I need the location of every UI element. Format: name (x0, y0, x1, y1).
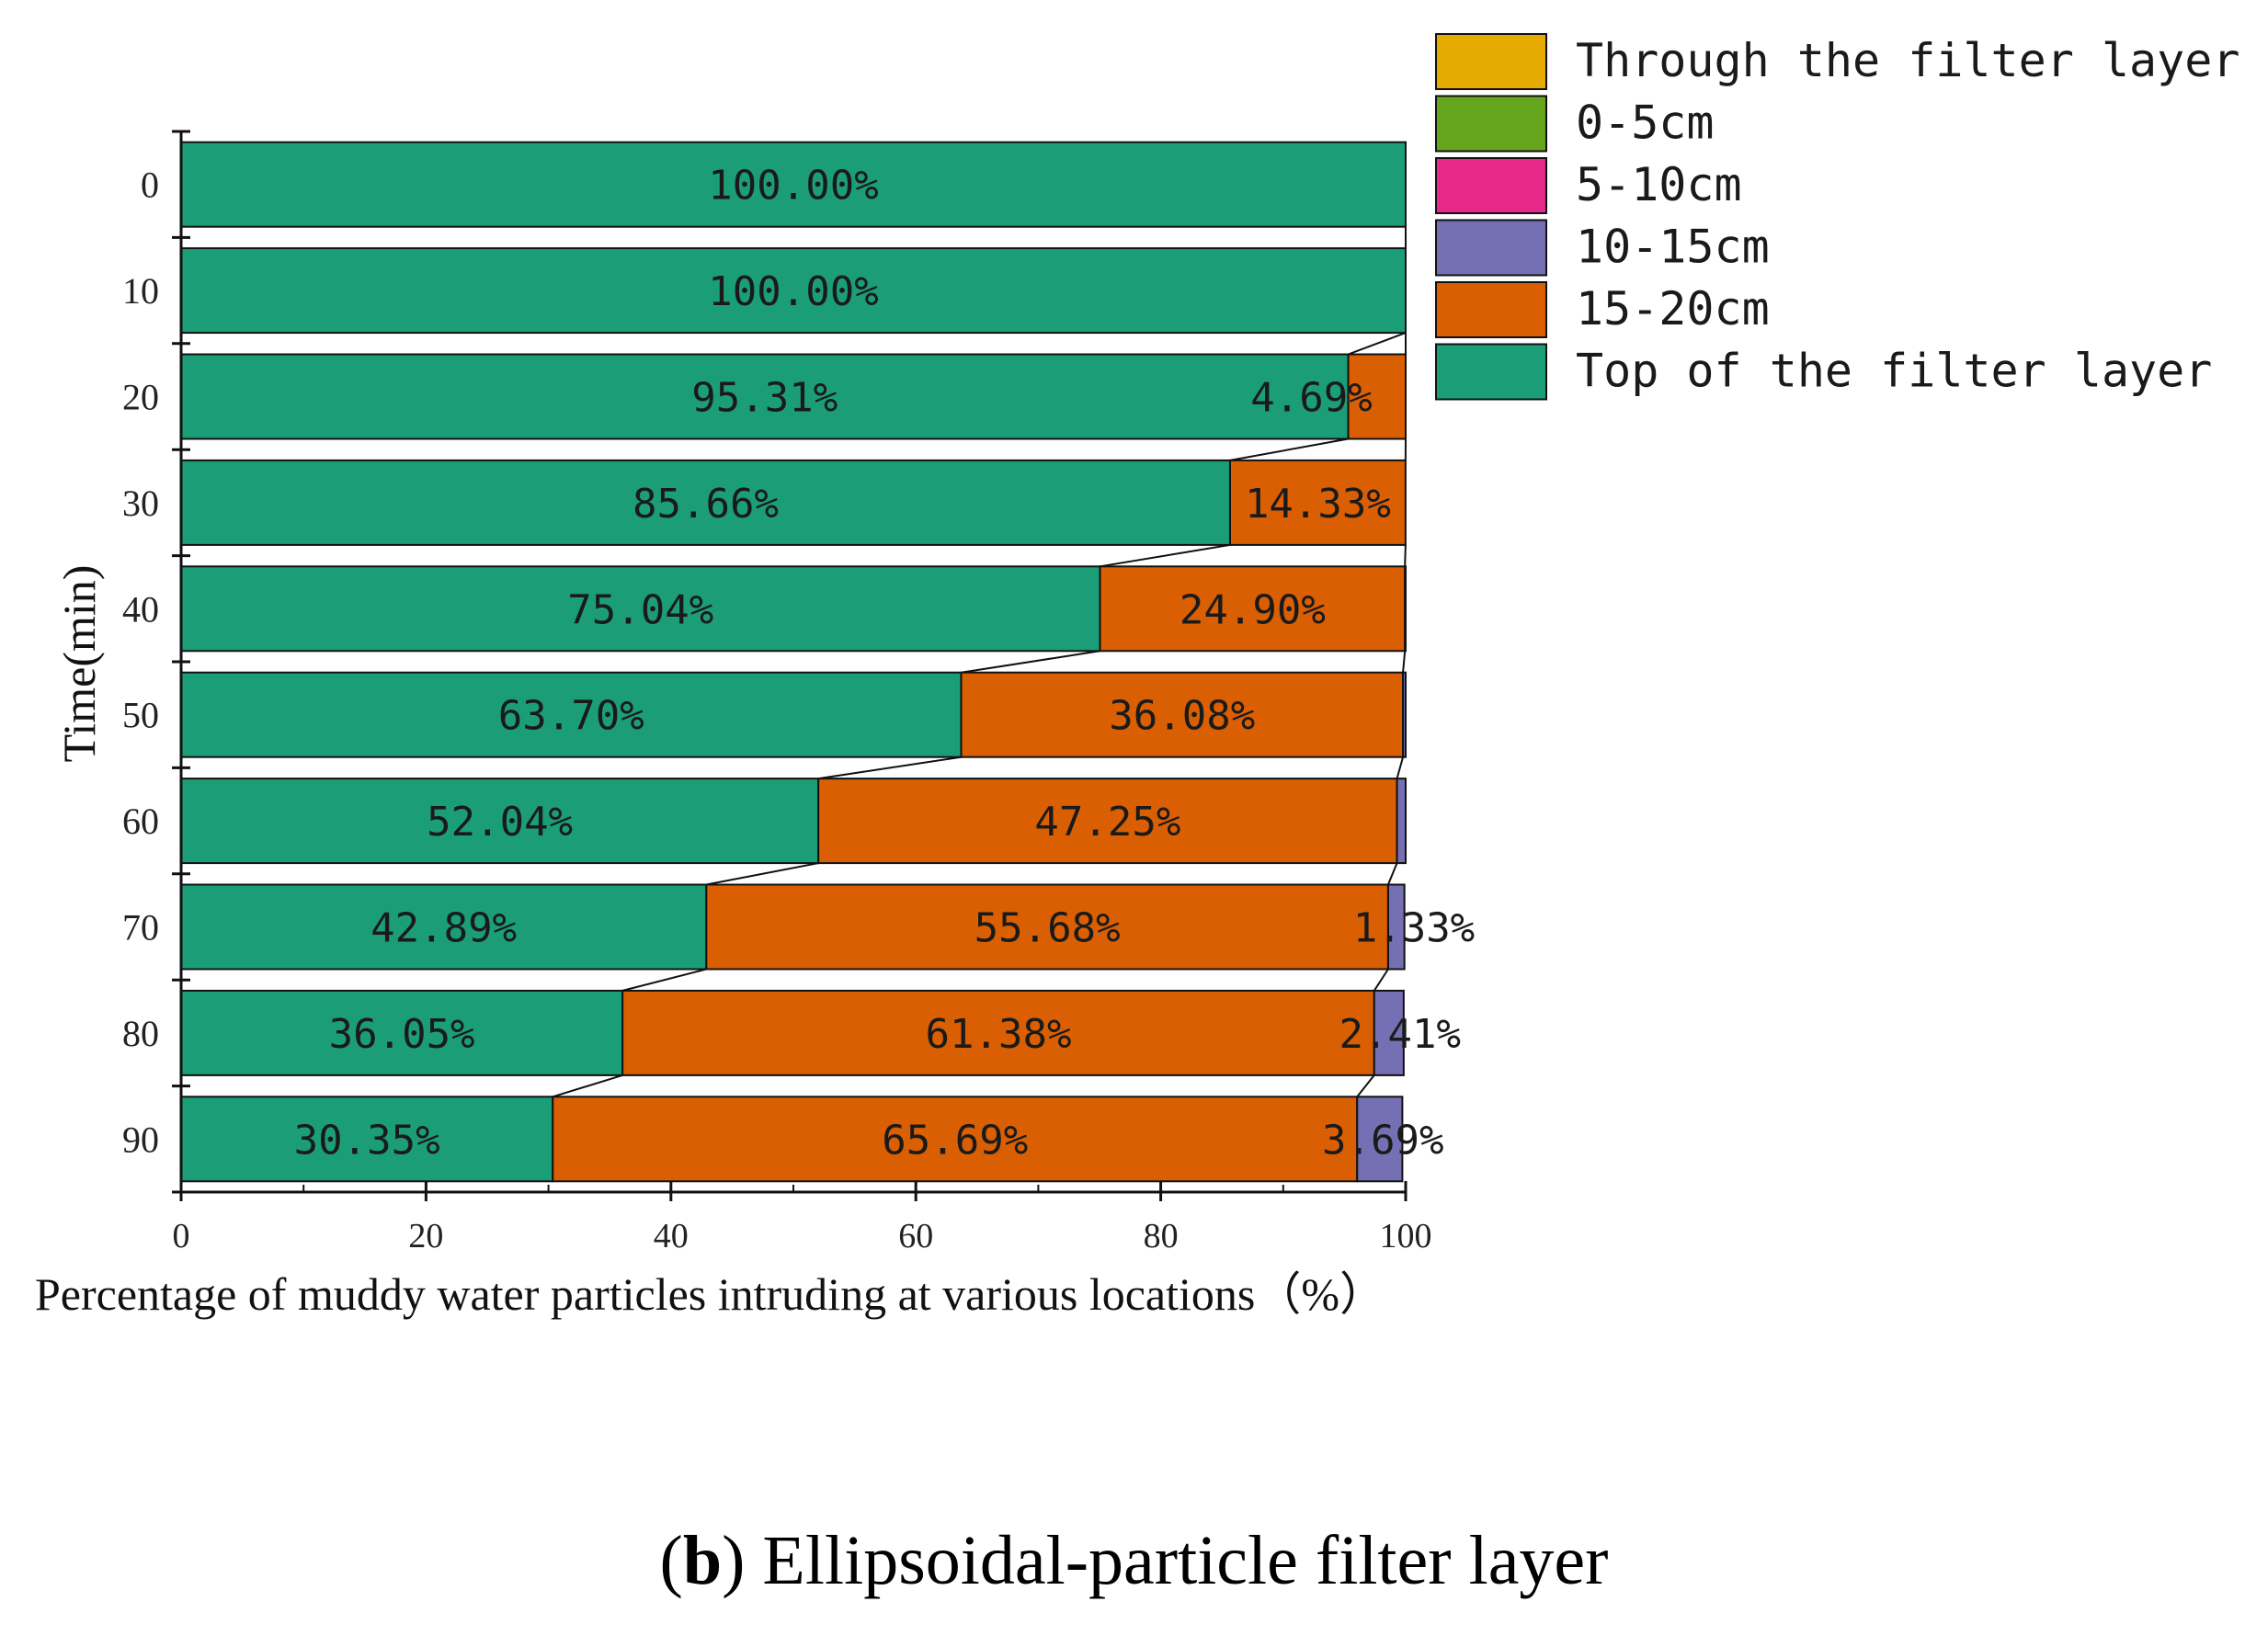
bar-segment (960, 671, 1405, 758)
connector-line (621, 968, 707, 992)
bar-segment (1386, 883, 1406, 971)
legend-label: 10-15cm (1576, 221, 1770, 274)
data-label: 36.05% (329, 1011, 475, 1058)
data-label: 2.41% (1339, 1011, 1461, 1058)
bar-segment (1099, 565, 1407, 653)
data-label: 24.90% (1180, 586, 1326, 633)
bar-segment (180, 565, 1101, 653)
data-label: 36.08% (1109, 693, 1255, 740)
bar-segment (180, 247, 1407, 335)
x-tick-label: 20 (408, 1217, 443, 1255)
connector-line (1387, 862, 1398, 885)
connector-line (1356, 1074, 1375, 1097)
bar-segment (1396, 778, 1408, 865)
data-label: 85.66% (633, 481, 779, 528)
bar-segment (621, 989, 1375, 1076)
data-label: 1.33% (1353, 905, 1475, 952)
bar-segment (1347, 353, 1407, 440)
legend-swatch (1435, 157, 1547, 214)
bar-segment (705, 883, 1389, 971)
data-label: 3.69% (1322, 1117, 1443, 1164)
data-label: 30.35% (294, 1117, 440, 1164)
bar-segment (1228, 459, 1407, 546)
y-tick-label: 0 (141, 165, 159, 206)
legend-swatch (1435, 33, 1547, 90)
bar-segment (180, 141, 1407, 228)
y-tick-label: 20 (122, 377, 159, 418)
connector-line (1402, 651, 1407, 673)
connector-line (552, 1073, 623, 1098)
x-tick-label: 80 (1144, 1217, 1179, 1255)
data-label: 100.00% (708, 268, 878, 315)
bar-segment (180, 353, 1350, 440)
x-tick-label: 40 (654, 1217, 689, 1255)
connector-line (1100, 543, 1231, 568)
legend-label: 0-5cm (1576, 97, 1715, 150)
bar-segment (1402, 671, 1407, 758)
connector-line (1396, 756, 1405, 779)
bar-segment (180, 883, 708, 971)
y-tick-label: 30 (122, 483, 159, 524)
data-label: 42.89% (370, 905, 517, 952)
bar-segment (180, 989, 624, 1076)
caption-label: b (682, 1522, 723, 1599)
bar-segment (817, 778, 1398, 865)
legend-label: 15-20cm (1576, 282, 1770, 335)
y-tick-label: 10 (122, 270, 159, 312)
legend-label: Top of the filter layer (1576, 345, 2212, 398)
data-label: 100.00% (708, 163, 878, 210)
legend-swatch (1435, 219, 1547, 277)
legend-swatch (1435, 343, 1547, 401)
connector-line (1348, 332, 1407, 356)
y-tick-label: 90 (122, 1119, 159, 1160)
legend-label: 5-10cm (1576, 158, 1742, 211)
connector-line (1373, 968, 1389, 992)
connector-line (818, 755, 962, 780)
legend-swatch (1435, 281, 1547, 338)
bar-segment (1356, 1096, 1404, 1183)
bar-segment (552, 1096, 1359, 1183)
data-label: 47.25% (1034, 799, 1180, 846)
bar-segment (1404, 565, 1408, 653)
connector-line (961, 650, 1100, 674)
y-tick-label: 60 (122, 801, 159, 842)
bar-segment (1373, 989, 1405, 1076)
figure-caption: (b) Ellipsoidal-particle filter layer (0, 1521, 2268, 1601)
caption-open-paren: ( (659, 1522, 683, 1599)
data-label: 4.69% (1250, 375, 1372, 422)
data-label: 65.69% (882, 1117, 1028, 1164)
connector-line (1404, 544, 1407, 567)
legend-swatch (1435, 95, 1547, 153)
y-tick-label: 70 (122, 907, 159, 948)
caption-text: Ellipsoidal-particle filter layer (745, 1522, 1609, 1599)
data-label: 55.68% (974, 905, 1121, 952)
y-tick-label: 50 (122, 695, 159, 736)
data-label: 63.70% (498, 693, 644, 740)
data-label: 52.04% (427, 799, 573, 846)
x-tick-label: 0 (173, 1217, 190, 1255)
data-label: 95.31% (691, 375, 838, 422)
caption-close-paren: ) (722, 1522, 746, 1599)
y-axis-title: Time(min) (53, 565, 105, 763)
connector-line (706, 862, 819, 886)
bar-segment (180, 1096, 554, 1183)
x-tick-label: 100 (1380, 1217, 1432, 1255)
legend-label: Through the filter layer (1576, 34, 2240, 87)
data-label: 75.04% (567, 586, 713, 633)
bar-segment (180, 459, 1231, 546)
data-label: 14.33% (1245, 481, 1391, 528)
y-tick-label: 80 (122, 1013, 159, 1054)
x-tick-label: 60 (898, 1217, 933, 1255)
connector-line (1229, 437, 1349, 461)
x-axis-title: Percentage of muddy water particles intr… (35, 1268, 1385, 1320)
y-tick-label: 40 (122, 588, 159, 630)
data-label: 61.38% (926, 1011, 1072, 1058)
